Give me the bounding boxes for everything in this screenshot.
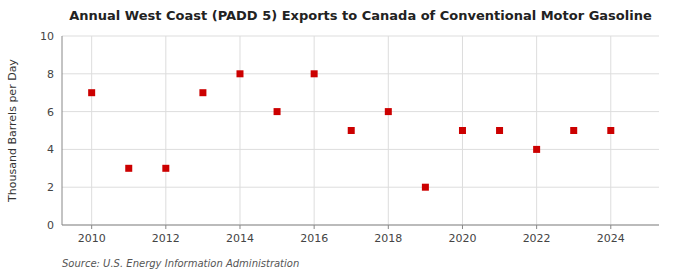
chart-title: Annual West Coast (PADD 5) Exports to Ca… bbox=[69, 8, 652, 23]
x-tick-label: 2016 bbox=[300, 232, 328, 245]
x-tick bbox=[165, 225, 166, 229]
x-tick bbox=[388, 225, 389, 229]
x-grid-line bbox=[91, 36, 92, 225]
grid bbox=[62, 36, 659, 225]
y-tick-label: 4 bbox=[47, 143, 54, 156]
scatter-point: 2015: 6 bbox=[274, 108, 281, 115]
scatter-point: 2022: 4 bbox=[533, 146, 540, 153]
x-tick-label: 2010 bbox=[78, 232, 106, 245]
y-grid-line bbox=[62, 187, 659, 188]
source-note: Source: U.S. Energy Information Administ… bbox=[62, 258, 299, 269]
axes: 0 2 4 6 8 10 2010 2012 2014 2016 2018 2020 2022 2024 bbox=[40, 30, 659, 245]
x-grid-line bbox=[388, 36, 389, 225]
y-tick-label: 0 bbox=[47, 219, 54, 232]
y-grid-line bbox=[62, 73, 659, 74]
x-tick bbox=[239, 225, 240, 229]
y-grid-line bbox=[62, 149, 659, 150]
chart-svg: Annual West Coast (PADD 5) Exports to Ca… bbox=[0, 0, 675, 275]
y-tick-label: 2 bbox=[47, 181, 54, 194]
y-grid-line bbox=[62, 111, 659, 112]
scatter-point: 2016: 8 bbox=[311, 70, 318, 77]
x-axis-line bbox=[62, 225, 659, 226]
x-tick-label: 2024 bbox=[597, 232, 625, 245]
data-points: 2010: 7 2011: 3 2012: 3 2013: 7 2014: 8 2015:… bbox=[88, 70, 614, 190]
x-tick-label: 2020 bbox=[448, 232, 476, 245]
x-grid-line bbox=[239, 36, 240, 225]
chart-container: Annual West Coast (PADD 5) Exports to Ca… bbox=[0, 0, 675, 275]
y-grid-line bbox=[62, 36, 659, 37]
scatter-point: 2010: 7 bbox=[88, 89, 95, 96]
scatter-point: 2024: 5 bbox=[607, 127, 614, 134]
x-tick bbox=[91, 225, 92, 229]
x-tick bbox=[314, 225, 315, 229]
scatter-point: 2018: 6 bbox=[385, 108, 392, 115]
y-grid-line bbox=[62, 225, 659, 226]
scatter-point: 2011: 3 bbox=[125, 165, 132, 172]
x-grid-line bbox=[536, 36, 537, 225]
x-tick bbox=[536, 225, 537, 229]
x-tick-label: 2012 bbox=[152, 232, 180, 245]
y-axis-label: Thousand Barrels per Day bbox=[6, 59, 19, 203]
scatter-point: 2017: 5 bbox=[348, 127, 355, 134]
scatter-point: 2012: 3 bbox=[162, 165, 169, 172]
x-tick-label: 2014 bbox=[226, 232, 254, 245]
x-grid-line bbox=[314, 36, 315, 225]
y-axis-line bbox=[62, 36, 63, 225]
scatter-point: 2019: 2 bbox=[422, 184, 429, 191]
scatter-point: 2013: 7 bbox=[199, 89, 206, 96]
x-tick-label: 2018 bbox=[374, 232, 402, 245]
y-tick-label: 8 bbox=[47, 68, 54, 81]
background bbox=[0, 0, 675, 275]
scatter-point: 2021: 5 bbox=[496, 127, 503, 134]
x-tick bbox=[462, 225, 463, 229]
scatter-point: 2014: 8 bbox=[236, 70, 243, 77]
x-grid-line bbox=[165, 36, 166, 225]
y-tick-label: 10 bbox=[40, 30, 54, 43]
y-tick-label: 6 bbox=[47, 106, 54, 119]
scatter-point: 2020: 5 bbox=[459, 127, 466, 134]
x-tick bbox=[610, 225, 611, 229]
x-tick-label: 2022 bbox=[523, 232, 551, 245]
scatter-point: 2023: 5 bbox=[570, 127, 577, 134]
